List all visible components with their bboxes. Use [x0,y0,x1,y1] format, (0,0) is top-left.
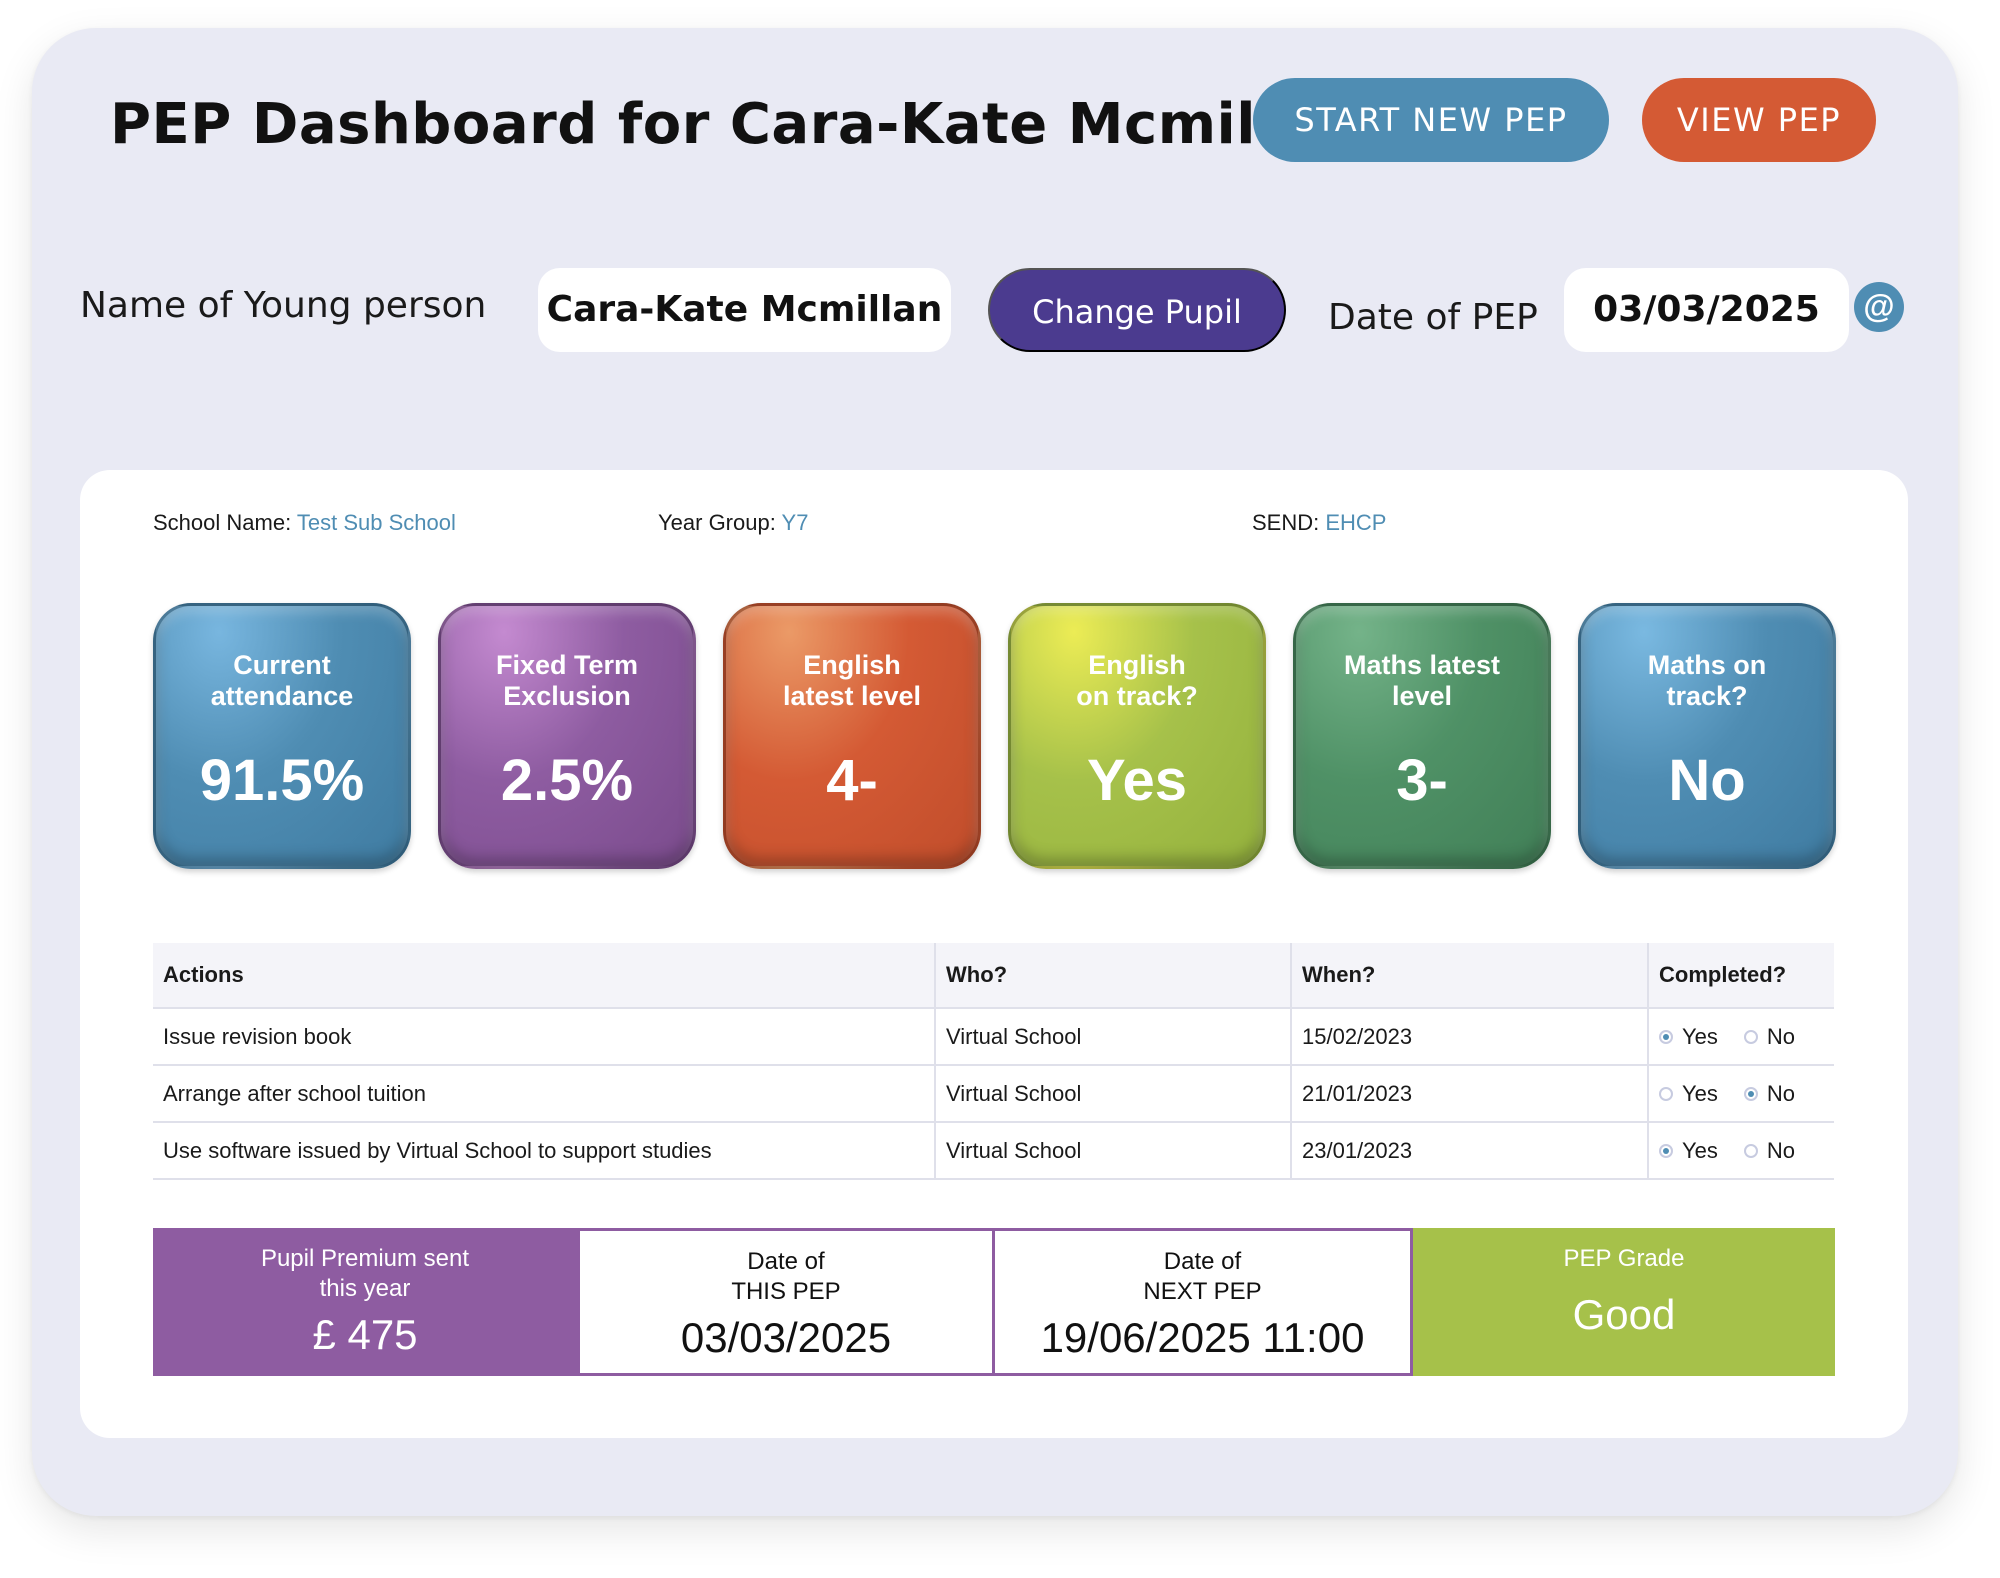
tile-value: 4- [826,748,878,813]
year-group-info: Year Group: Y7 [658,510,808,536]
school-name-label: School Name: [153,510,297,535]
radio-unselected-icon [1743,1143,1758,1158]
next-pep-date-panel: Date of NEXT PEP 19/06/2025 11:00 [995,1228,1413,1376]
pep-grade-label: PEP Grade [1563,1245,1685,1272]
school-name-value: Test Sub School [296,510,456,535]
tile-label: Maths on track? [1647,650,1767,711]
radio-unselected-icon [1659,1086,1673,1101]
tile-label: English on track? [1076,650,1198,711]
tile-value: No [1668,748,1746,813]
tile-fixed-term-exclusion: Fixed Term Exclusion 2.5% [438,603,696,869]
start-new-pep-button[interactable]: START NEW PEP [1253,78,1609,162]
completed-yes-radio[interactable]: Yes [1659,1024,1718,1050]
radio-label: No [1766,1023,1796,1049]
table-row: Arrange after school tuition Virtual Sch… [153,1065,1834,1123]
tile-maths-latest-level: Maths latest level 3- [1293,603,1551,869]
tile-label: English latest level [782,650,922,711]
action-cell: Issue revision book [153,1008,936,1066]
actions-table: Actions Who? When? Completed? Issue revi… [153,943,1834,1180]
pupil-premium-panel: Pupil Premium sent this year £ 475 [153,1228,577,1376]
date-of-pep-label: Date of PEP [1328,297,1538,338]
send-info: SEND: EHCP [1252,510,1386,536]
view-pep-button[interactable]: VIEW PEP [1642,78,1876,162]
page-title-prefix: PEP Dashboard for [110,92,730,157]
action-cell: Use software issued by Virtual School to… [153,1122,936,1180]
radio-selected-icon [1659,1029,1673,1044]
radio-unselected-icon [1743,1029,1758,1044]
at-sign-icon[interactable]: @ [1854,282,1904,332]
column-header-who: Who? [935,943,1292,1009]
who-cell: Virtual School [935,1122,1292,1180]
radio-label: Yes [1682,1023,1718,1049]
next-pep-date-label: Date of NEXT PEP [1143,1248,1262,1305]
this-pep-date-panel: Date of THIS PEP 03/03/2025 [577,1228,995,1376]
tile-value: 3- [1396,748,1448,813]
completed-no-radio[interactable]: No [1743,1080,1796,1107]
tile-value: 91.5% [199,748,365,813]
when-cell: 15/02/2023 [1291,1008,1649,1066]
date-of-pep-field[interactable]: 03/03/2025 [1564,268,1849,352]
tile-label: Current attendance [210,650,354,711]
send-label: SEND: [1252,510,1326,535]
completed-yes-radio[interactable]: Yes [1659,1138,1718,1164]
completed-cell: Yes No [1648,1008,1834,1066]
year-group-label: Year Group: [658,510,782,535]
tile-value: Yes [1087,748,1187,813]
radio-label: No [1766,1137,1796,1163]
table-row: Issue revision book Virtual School 15/02… [153,1008,1834,1066]
tile-current-attendance: Current attendance 91.5% [153,603,411,869]
radio-label: Yes [1682,1137,1718,1163]
next-pep-date-value: 19/06/2025 11:00 [1040,1314,1365,1361]
when-cell: 23/01/2023 [1291,1122,1649,1180]
this-pep-date-label: Date of THIS PEP [731,1248,841,1305]
who-cell: Virtual School [935,1008,1292,1066]
completed-cell: Yes No [1648,1065,1834,1123]
table-row: Use software issued by Virtual School to… [153,1122,1834,1180]
year-group-value: Y7 [781,510,809,535]
tile-maths-on-track: Maths on track? No [1578,603,1836,869]
send-value: EHCP [1325,510,1387,535]
school-name-info: School Name: Test Sub School [153,510,456,536]
column-header-when: When? [1291,943,1649,1009]
tile-value: 2.5% [500,748,634,813]
pep-grade-panel: PEP Grade Good [1413,1228,1835,1376]
pupil-premium-label: Pupil Premium sent this year [260,1245,470,1302]
radio-label: Yes [1682,1080,1718,1106]
page-title: PEP Dashboard for Cara-Kate Mcmillan [110,92,1354,157]
change-pupil-button[interactable]: Change Pupil [988,268,1286,352]
table-header-row: Actions Who? When? Completed? [153,943,1834,1009]
page-title-pupil-name: Cara-Kate Mcmillan [729,92,1355,157]
pupil-premium-value: £ 475 [312,1311,418,1358]
radio-selected-icon [1659,1143,1673,1158]
column-header-completed: Completed? [1648,943,1834,1009]
this-pep-date-value: 03/03/2025 [680,1314,892,1361]
pep-grade-value: Good [1572,1291,1676,1338]
radio-selected-icon [1743,1086,1758,1101]
completed-yes-radio[interactable]: Yes [1659,1081,1718,1107]
young-person-name-label: Name of Young person [80,285,487,326]
completed-no-radio[interactable]: No [1743,1137,1796,1164]
action-cell: Arrange after school tuition [153,1065,936,1123]
who-cell: Virtual School [935,1065,1292,1123]
radio-label: No [1766,1080,1796,1106]
completed-no-radio[interactable]: No [1743,1023,1796,1050]
completed-cell: Yes No [1648,1122,1834,1180]
when-cell: 21/01/2023 [1291,1065,1649,1123]
tile-english-on-track: English on track? Yes [1008,603,1266,869]
young-person-name-field[interactable]: Cara-Kate Mcmillan [538,268,951,352]
column-header-actions: Actions [153,943,936,1009]
tile-label: Fixed Term Exclusion [495,650,639,711]
tile-label: Maths latest level [1343,650,1501,711]
tile-english-latest-level: English latest level 4- [723,603,981,869]
